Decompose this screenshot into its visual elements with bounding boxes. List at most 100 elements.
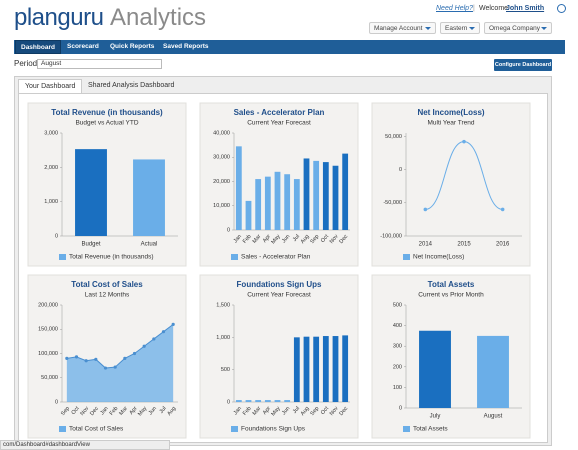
- x-tick-label: 2015: [457, 242, 471, 248]
- bar: [293, 179, 300, 230]
- y-tick-label: 3,000: [44, 130, 58, 136]
- x-tick-label: 2016: [496, 242, 510, 248]
- x-tick-label: Oct: [71, 405, 81, 416]
- configure-button[interactable]: Configure Dashboard: [494, 59, 552, 71]
- y-tick-label: -100,000: [380, 233, 402, 239]
- bar: [284, 174, 291, 230]
- legend-swatch: [59, 254, 66, 260]
- point: [113, 365, 117, 369]
- bar: [264, 176, 271, 230]
- legend-swatch: [403, 426, 410, 432]
- x-tick-label: Apr: [129, 406, 139, 417]
- legend-label: Total Revenue (in thousands): [69, 254, 154, 261]
- bar: [264, 400, 271, 402]
- x-tick-label: Oct: [320, 405, 330, 416]
- x-tick-label: Sep: [60, 406, 71, 417]
- user-link[interactable]: John Smith: [506, 5, 545, 12]
- y-tick-label: 40,000: [213, 130, 230, 136]
- y-tick-label: 2,000: [44, 165, 58, 171]
- y-tick-label: 100: [393, 385, 402, 391]
- y-tick-label: 100,000: [38, 351, 58, 357]
- y-tick-label: 200,000: [38, 302, 58, 308]
- chart-card: [199, 274, 359, 439]
- nav-item[interactable]: Scorecard: [67, 43, 99, 50]
- legend-swatch: [231, 254, 238, 260]
- logout-icon[interactable]: [557, 4, 566, 13]
- legend-label: Total Assets: [413, 426, 448, 433]
- bar: [303, 336, 310, 402]
- x-tick-label: Jun: [148, 406, 158, 417]
- bar: [313, 160, 320, 230]
- chart-title: Total Assets: [428, 280, 475, 289]
- x-tick-label: August: [484, 414, 503, 420]
- nav-bar: [14, 40, 565, 54]
- bar: [255, 179, 262, 230]
- bar: [245, 200, 252, 230]
- x-tick-label: Actual: [141, 242, 158, 248]
- bar: [419, 330, 451, 408]
- x-tick-label: Feb: [242, 406, 253, 417]
- x-tick-label: Dec: [338, 233, 349, 245]
- point: [171, 322, 175, 326]
- nav-item[interactable]: Quick Reports: [110, 43, 155, 50]
- point: [103, 366, 108, 370]
- x-tick-label: Apr: [262, 406, 272, 417]
- legend-swatch: [231, 426, 238, 432]
- point: [94, 357, 98, 361]
- x-tick-label: Apr: [262, 234, 272, 245]
- nav-item[interactable]: Dashboard: [15, 40, 61, 54]
- x-tick-label: Mar: [252, 234, 263, 245]
- x-tick-label: Feb: [242, 234, 253, 245]
- point: [123, 356, 127, 360]
- x-tick-label: Jul: [292, 406, 301, 415]
- chart-title: Sales - Accelerator Plan: [234, 108, 325, 117]
- bar: [133, 159, 165, 236]
- y-tick-label: 50,000: [41, 375, 58, 381]
- bar: [293, 337, 300, 402]
- x-tick-label: Jan: [233, 234, 243, 245]
- x-tick-label: Mar: [252, 406, 263, 417]
- period-label: Period: [14, 59, 38, 68]
- bar: [477, 335, 509, 408]
- x-tick-label: Budget: [81, 242, 100, 248]
- x-tick-label: Feb: [109, 406, 120, 417]
- y-tick-label: 1,500: [216, 302, 230, 308]
- x-tick-label: Oct: [320, 233, 330, 244]
- menu-dropdown[interactable]: Manage Account: [369, 22, 436, 34]
- nav-item[interactable]: Saved Reports: [163, 43, 209, 50]
- separator: |: [473, 5, 475, 12]
- menu-dropdown[interactable]: Omega Company: [484, 22, 552, 34]
- x-tick-label: Aug: [300, 234, 311, 245]
- point: [423, 207, 428, 212]
- bar: [75, 149, 107, 236]
- chart-subtitle: Current vs Prior Month: [418, 292, 484, 299]
- y-tick-label: 0: [227, 399, 230, 405]
- tab[interactable]: Your Dashboard: [18, 79, 83, 94]
- chart-card: [371, 102, 531, 267]
- help-link[interactable]: Need Help?: [436, 5, 473, 12]
- x-tick-label: Aug: [166, 406, 177, 417]
- point: [132, 351, 137, 356]
- x-tick-label: Sep: [309, 406, 320, 417]
- line: [66, 324, 174, 369]
- y-tick-label: 30,000: [213, 155, 230, 161]
- x-tick-label: Nov: [329, 405, 340, 417]
- x-tick-label: May: [137, 405, 148, 417]
- x-tick-label: Dec: [89, 405, 100, 417]
- x-tick-label: Mar: [118, 406, 129, 417]
- period-select[interactable]: August: [37, 59, 162, 69]
- bar: [322, 336, 329, 402]
- point: [74, 355, 79, 359]
- x-tick-label: Jul: [159, 406, 168, 415]
- welcome: Welcome: [479, 5, 509, 12]
- y-tick-label: 1,000: [216, 335, 230, 341]
- bar: [245, 400, 252, 402]
- point: [161, 330, 166, 334]
- tab[interactable]: Shared Analysis Dashboard: [88, 82, 175, 89]
- chart-title: Total Revenue (in thousands): [51, 108, 163, 117]
- point: [84, 359, 88, 363]
- menu-dropdown[interactable]: Eastern: [440, 22, 480, 34]
- y-tick-label: 0: [55, 399, 58, 405]
